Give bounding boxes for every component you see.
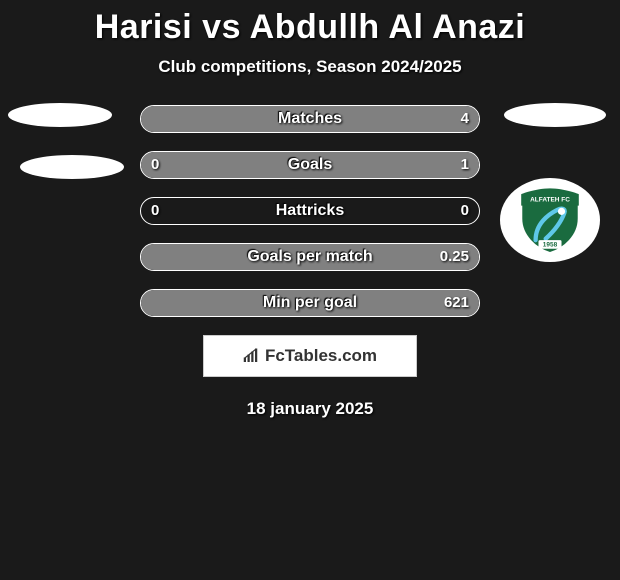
player-right-photo-placeholder xyxy=(504,103,606,127)
page-title: Harisi vs Abdullh Al Anazi xyxy=(0,0,620,47)
stat-value-right: 0.25 xyxy=(440,244,469,270)
stat-row: Matches4 xyxy=(140,105,480,133)
stat-label: Hattricks xyxy=(141,198,479,224)
page-subtitle: Club competitions, Season 2024/2025 xyxy=(0,57,620,77)
brand-watermark: FcTables.com xyxy=(203,335,417,377)
stat-row: Goals per match0.25 xyxy=(140,243,480,271)
stat-row: Hattricks0 0 xyxy=(140,197,480,225)
player-left-photo-placeholder xyxy=(8,103,112,127)
player-left-badge-placeholder xyxy=(20,155,124,179)
stat-value-left: 0 xyxy=(151,198,159,224)
stat-value-right: 4 xyxy=(461,106,469,132)
badge-year: 1958 xyxy=(543,242,558,249)
stat-row: Min per goal621 xyxy=(140,289,480,317)
snapshot-date: 18 january 2025 xyxy=(0,399,620,419)
stat-value-right: 1 xyxy=(461,152,469,178)
player-right-club-badge: ALFATEH FC 1958 xyxy=(500,178,600,262)
stat-value-left: 0 xyxy=(151,152,159,178)
stat-label: Goals xyxy=(141,152,479,178)
stat-label: Goals per match xyxy=(141,244,479,270)
stat-row: Goals0 1 xyxy=(140,151,480,179)
stat-value-right: 621 xyxy=(444,290,469,316)
stat-label: Min per goal xyxy=(141,290,479,316)
brand-text: FcTables.com xyxy=(265,346,377,366)
alfateh-shield-icon: ALFATEH FC 1958 xyxy=(512,184,588,256)
bar-chart-icon xyxy=(243,348,261,364)
stat-value-right: 0 xyxy=(461,198,469,224)
badge-top-text: ALFATEH FC xyxy=(530,196,570,203)
stat-label: Matches xyxy=(141,106,479,132)
